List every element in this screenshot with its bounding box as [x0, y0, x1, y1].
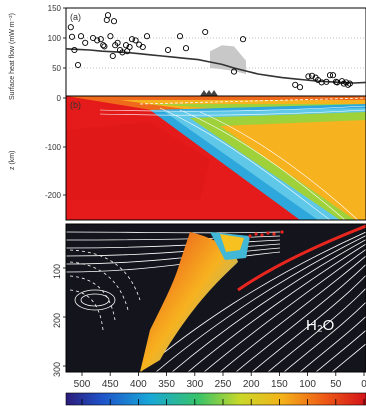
flow-streamline [171, 239, 366, 372]
flow-streamline [66, 247, 281, 265]
tick-label-a: 100 [48, 34, 62, 43]
heat-flow-point [101, 43, 108, 50]
heat-flow-point [323, 78, 330, 85]
volcano-markers [200, 90, 218, 96]
x-tick-label: 450 [102, 379, 119, 390]
panel-b-label: (b) [70, 100, 81, 110]
heat-flow-point [104, 12, 112, 19]
heat-flow-point [308, 72, 316, 79]
heat-flow-point [176, 33, 184, 40]
heat-flow-point [239, 36, 247, 43]
heat-flow-point [100, 42, 107, 49]
heat-flow-point [292, 81, 299, 88]
flow-streamline [331, 343, 366, 372]
flow-streamline [299, 315, 366, 372]
heat-flow-point [128, 36, 136, 43]
heat-flow-point [329, 72, 337, 79]
melt-region [140, 232, 238, 372]
flow-streamline [66, 243, 281, 257]
colorbar [65, 392, 366, 406]
panel-a-label: (a) [70, 12, 81, 22]
heat-flow-point [68, 33, 76, 40]
tick-label-c: 200 [52, 313, 62, 328]
heat-flow-point [110, 18, 118, 25]
flow-streamline [66, 235, 281, 241]
tick-label-c: 300 [52, 362, 62, 377]
heat-flow-point [114, 39, 121, 46]
heat-flow-point [182, 45, 190, 52]
heat-flow-point [164, 46, 172, 54]
x-tick-label: 50 [330, 379, 342, 390]
flow-streamline [187, 243, 366, 372]
h2o-label: H₂O [306, 317, 334, 334]
heat-flow-point [71, 46, 78, 54]
heat-flow-point [346, 80, 353, 87]
slab-surface-line [237, 224, 366, 292]
tick-label-b: -200 [45, 191, 62, 200]
panel-c-frame [65, 223, 366, 373]
x-axis: 500 450 400 350 300 250 200 150 100 50 0 [74, 372, 366, 390]
x-tick-label: 0 [361, 379, 366, 390]
panel-b: (b) -100 -200 z (km) [9, 95, 366, 221]
heat-flow-point [97, 36, 104, 43]
model-uncertainty-band [210, 45, 246, 74]
heat-flow-point [230, 68, 238, 75]
tick-label-b: -100 [45, 143, 62, 152]
heat-flow-point [326, 72, 334, 79]
colorbar-gradient [65, 392, 366, 406]
heat-flow-point [143, 33, 151, 40]
heat-flow-point [139, 43, 146, 51]
flow-streamline [203, 248, 366, 372]
heat-flow-point [109, 52, 116, 60]
x-tick-label: 350 [158, 379, 175, 390]
x-tick-label: 200 [243, 379, 260, 390]
tick-label-a: 0 [57, 94, 62, 103]
heat-flow-point [94, 37, 101, 44]
flow-streamline [66, 251, 281, 273]
heat-flow-point [305, 73, 312, 80]
tick-label-c: 100 [52, 264, 62, 279]
x-tick-label: 100 [299, 379, 316, 390]
flow-streamline [219, 255, 366, 372]
x-tick-label: 300 [186, 379, 203, 390]
flow-streamline [251, 274, 366, 372]
heat-flow-point [132, 37, 139, 44]
heat-flow-point [74, 61, 82, 69]
heat-flow-point [296, 84, 304, 91]
panel-b-ylabel: z (km) [9, 151, 16, 170]
heat-flow-point [67, 24, 74, 31]
flow-loop [74, 289, 116, 311]
flow-streamline [283, 301, 366, 372]
x-tick-label: 250 [215, 379, 232, 390]
x-tick-label: 150 [271, 379, 288, 390]
tick-label-a: 150 [48, 4, 62, 13]
flow-streamline [155, 235, 366, 372]
heat-flow-point [77, 33, 85, 40]
heat-flow-point [82, 39, 89, 46]
flow-loop [80, 293, 110, 307]
flow-streamline [235, 263, 366, 372]
flow-streamline [315, 329, 366, 372]
x-tick-label: 400 [130, 379, 147, 390]
heat-flow-point [202, 28, 209, 36]
panel-a: (a) 150 100 50 0 Surface heat flow (mW m⁻²) [9, 4, 366, 103]
flow-streamline [66, 239, 281, 249]
panel-a-ylabel: Surface heat flow (mW m⁻²) [9, 13, 16, 100]
panel-c: H₂O 100 200 300 [52, 223, 366, 377]
flow-streamline [66, 231, 281, 234]
heat-flow-point [107, 33, 114, 40]
heat-flow-point [122, 42, 130, 49]
heat-flow-point [126, 43, 133, 51]
panel-b-frame [65, 95, 366, 221]
tick-label-a: 50 [52, 64, 61, 73]
x-tick-label: 500 [74, 379, 91, 390]
flow-streamline [267, 287, 366, 372]
